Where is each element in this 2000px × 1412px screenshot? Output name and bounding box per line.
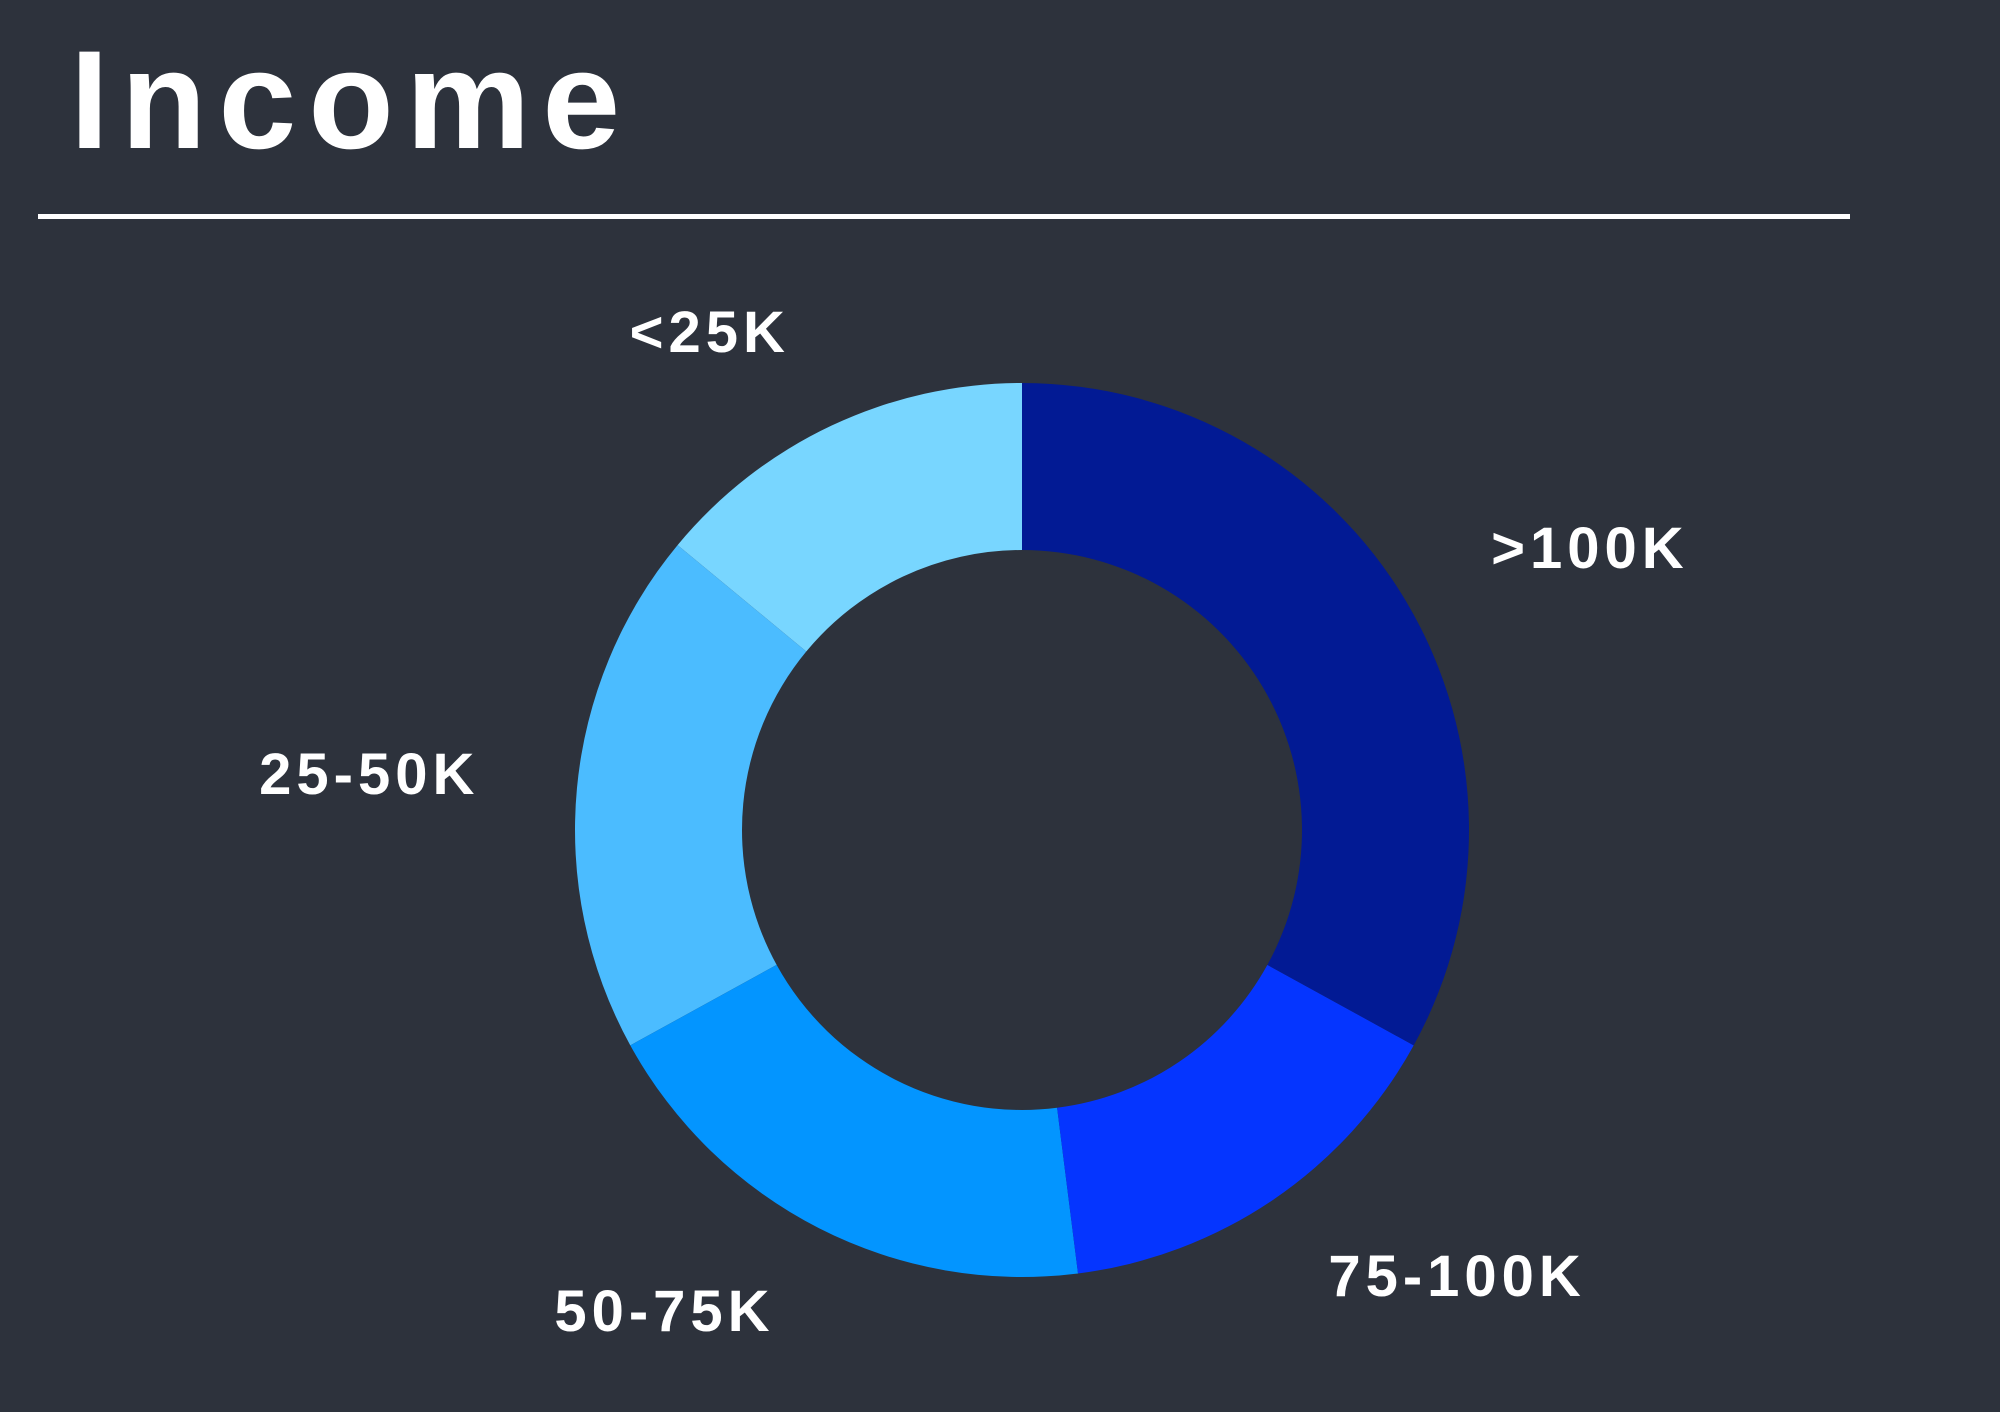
slice-label-0: <25K xyxy=(630,300,790,365)
slice-3 xyxy=(1057,964,1414,1274)
slice-label-3: 75-100K xyxy=(1328,1244,1585,1309)
slice-1 xyxy=(575,545,807,1046)
slice-labels: <25K 25-50K 50-75K 75-100K >100K xyxy=(259,300,1689,1344)
page-title: Income xyxy=(70,21,633,178)
donut-slices xyxy=(575,383,1469,1277)
slice-label-4: >100K xyxy=(1491,516,1689,581)
title-divider xyxy=(38,214,1850,219)
slice-label-1: 25-50K xyxy=(259,742,479,807)
slice-2 xyxy=(630,964,1079,1277)
slice-label-2: 50-75K xyxy=(554,1279,774,1344)
slice-0 xyxy=(677,383,1022,652)
slice-4 xyxy=(1022,383,1469,1046)
